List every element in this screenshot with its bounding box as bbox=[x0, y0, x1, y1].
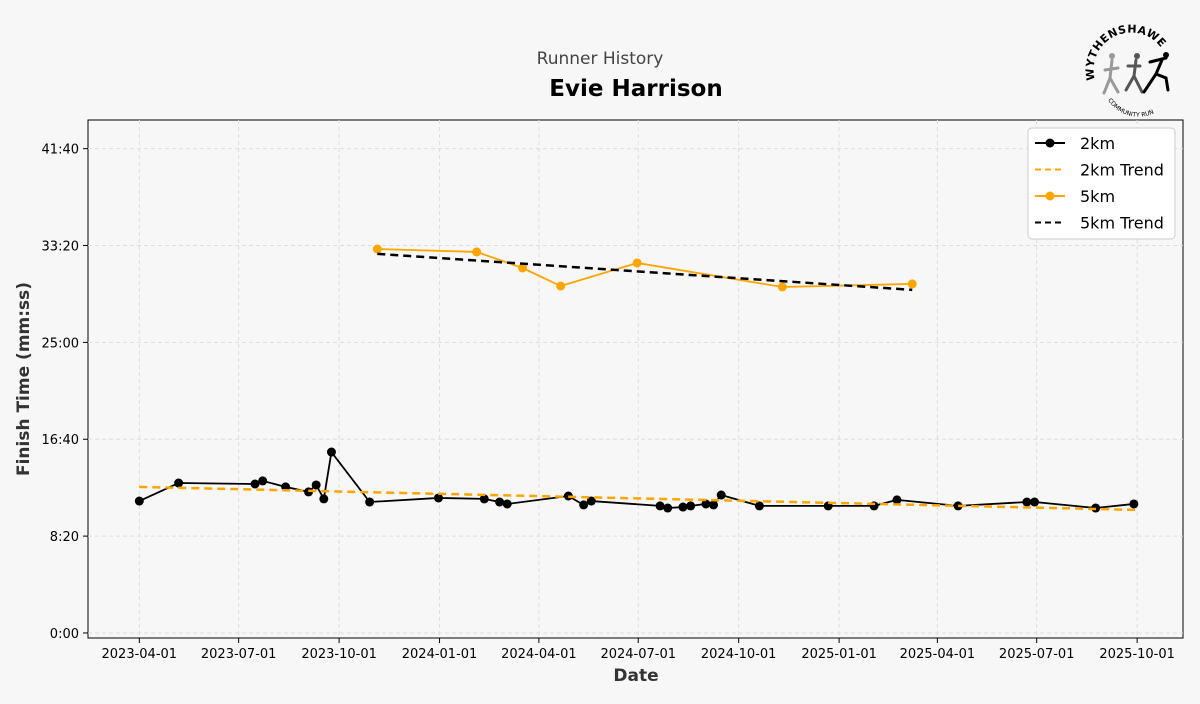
series-line-2km-trend bbox=[139, 485, 1138, 512]
y-axis-label: Finish Time (mm:ss) bbox=[14, 282, 34, 476]
data-point-5km bbox=[907, 279, 917, 289]
data-point-2km bbox=[709, 500, 719, 510]
legend-label: 2km bbox=[1080, 134, 1115, 153]
chart-subtitle: Runner History bbox=[537, 49, 664, 69]
x-tick-label: 2023-10-01 bbox=[301, 647, 377, 662]
legend-label: 5km bbox=[1080, 187, 1115, 206]
data-point-2km bbox=[579, 500, 589, 510]
data-point-5km bbox=[518, 263, 528, 273]
x-tick-label: 2025-10-01 bbox=[1099, 647, 1175, 662]
x-tick-label: 2024-01-01 bbox=[402, 647, 478, 662]
data-point-2km bbox=[716, 490, 726, 500]
data-point-2km bbox=[134, 496, 144, 506]
x-tick-label: 2024-07-01 bbox=[600, 647, 676, 662]
y-tick-label: 25:00 bbox=[42, 336, 79, 351]
data-point-2km bbox=[701, 499, 711, 509]
data-point-2km bbox=[250, 479, 260, 489]
y-tick-label: 0:00 bbox=[50, 627, 79, 642]
x-tick-label: 2025-01-01 bbox=[801, 647, 877, 662]
data-point-2km bbox=[502, 499, 512, 509]
data-point-2km bbox=[319, 494, 329, 504]
data-point-2km bbox=[754, 501, 764, 511]
data-point-2km bbox=[1129, 499, 1139, 509]
legend-label: 2km Trend bbox=[1080, 161, 1164, 180]
x-tick-label: 2024-04-01 bbox=[501, 647, 577, 662]
legend: 2km 2km Trend 5km 5km Trend bbox=[1027, 127, 1176, 240]
y-tick-label: 16:40 bbox=[42, 433, 79, 448]
data-point-2km bbox=[495, 497, 505, 507]
data-point-2km bbox=[686, 501, 696, 511]
plot-area bbox=[87, 119, 1184, 639]
x-tick-label: 2025-04-01 bbox=[900, 647, 976, 662]
legend-label: 5km Trend bbox=[1080, 214, 1164, 233]
x-tick-label: 2024-10-01 bbox=[701, 647, 777, 662]
wythenshawe-logo: WYTHENSHAWE COMMUNITY RUN bbox=[1083, 22, 1170, 119]
data-point-5km bbox=[472, 247, 482, 257]
legend-marker bbox=[1045, 138, 1055, 148]
x-axis-label: Date bbox=[613, 666, 658, 686]
data-point-2km bbox=[174, 478, 184, 488]
y-tick-label: 8:20 bbox=[50, 530, 79, 545]
data-point-2km bbox=[311, 480, 321, 490]
data-point-2km bbox=[663, 503, 673, 513]
data-point-5km bbox=[372, 244, 382, 254]
data-point-5km bbox=[556, 281, 566, 291]
legend-marker bbox=[1045, 191, 1055, 201]
series-line-5km-trend bbox=[377, 252, 913, 292]
x-tick-label: 2023-04-01 bbox=[102, 647, 178, 662]
data-point-2km bbox=[892, 495, 902, 505]
data-point-2km bbox=[678, 502, 688, 512]
chart-title: Evie Harrison bbox=[549, 76, 722, 102]
data-point-2km bbox=[258, 476, 268, 486]
svg-text:COMMUNITY RUN: COMMUNITY RUN bbox=[1106, 97, 1155, 119]
y-tick-label: 41:40 bbox=[42, 143, 79, 158]
x-tick-label: 2023-07-01 bbox=[201, 647, 277, 662]
data-point-2km bbox=[326, 447, 336, 457]
data-point-2km bbox=[655, 501, 665, 511]
x-tick-label: 2025-07-01 bbox=[999, 647, 1075, 662]
data-point-5km bbox=[632, 258, 642, 268]
logo-bottom-text: COMMUNITY RUN bbox=[1106, 97, 1155, 119]
data-point-2km bbox=[479, 494, 489, 504]
data-point-5km bbox=[777, 282, 787, 292]
data-point-2km bbox=[1022, 497, 1032, 507]
data-point-2km bbox=[586, 496, 596, 506]
data-point-2km bbox=[433, 493, 443, 503]
data-point-2km bbox=[1030, 497, 1040, 507]
data-point-2km bbox=[365, 497, 375, 507]
y-tick-label: 33:20 bbox=[42, 240, 79, 255]
